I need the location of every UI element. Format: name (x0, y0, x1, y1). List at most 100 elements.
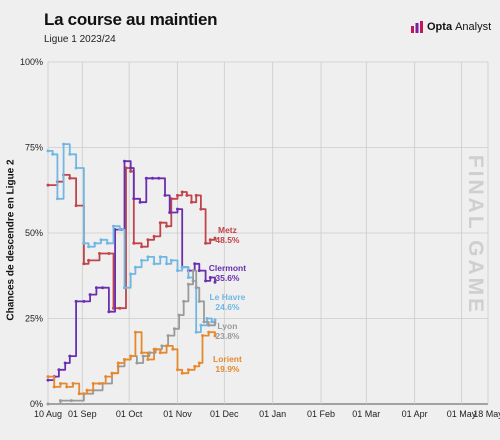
data-point (144, 176, 148, 180)
data-point (46, 149, 50, 153)
data-point (46, 378, 50, 382)
data-point (63, 361, 67, 365)
data-point (194, 286, 198, 290)
data-point (129, 354, 133, 358)
data-point (57, 368, 61, 372)
data-point (71, 382, 75, 385)
data-point (129, 169, 133, 173)
data-point (176, 368, 179, 372)
data-point (105, 241, 109, 245)
data-point (208, 238, 212, 242)
y-tick-label: 0% (30, 399, 43, 409)
data-point (123, 358, 126, 361)
opta-analyst-logo-icon (411, 21, 423, 33)
data-point (52, 385, 56, 389)
data-point (129, 272, 133, 276)
series-value-label: 48.5% (215, 235, 240, 245)
data-point (68, 176, 72, 180)
data-point (132, 197, 136, 201)
data-point (205, 317, 209, 320)
y-tick-label: 25% (25, 314, 43, 324)
data-point (213, 318, 217, 322)
chart-title: La course au maintien (44, 10, 218, 29)
data-point (46, 183, 50, 187)
data-point (55, 197, 59, 201)
series-name-label: Clermont (209, 263, 246, 273)
data-point (172, 327, 176, 331)
brand-name-rest: Analyst (455, 21, 492, 33)
data-point (182, 299, 186, 303)
data-point (171, 347, 175, 351)
data-point (46, 375, 50, 379)
data-point (132, 241, 136, 245)
data-point (176, 193, 179, 197)
x-tick-label: 18 May (473, 409, 500, 419)
data-point (118, 228, 122, 232)
data-point (133, 265, 137, 269)
data-point (123, 159, 126, 163)
data-point (99, 238, 103, 242)
data-point (186, 368, 190, 372)
data-point (46, 402, 50, 406)
data-point (208, 276, 212, 279)
data-point (202, 320, 206, 324)
data-point (169, 258, 173, 262)
data-point (213, 321, 217, 325)
x-tick-label: 01 May (447, 409, 477, 419)
data-point (163, 193, 167, 197)
data-point (185, 193, 189, 197)
data-point (160, 344, 164, 348)
data-point (91, 382, 95, 385)
data-point (68, 354, 72, 358)
data-point (107, 252, 111, 255)
x-tick-label: 01 Apr (402, 409, 428, 419)
data-point (135, 361, 139, 365)
data-point (152, 262, 156, 266)
series-value-label: 19.9% (215, 364, 240, 374)
data-point (65, 385, 69, 389)
data-point (165, 262, 169, 266)
series-value-label: 35.6% (215, 273, 240, 283)
data-point (158, 351, 162, 355)
data-point (101, 286, 105, 290)
x-tick-label: 01 Sep (68, 409, 97, 419)
data-point (197, 361, 201, 365)
data-point (204, 241, 208, 245)
data-point (129, 166, 133, 170)
x-tick-label: 01 Oct (116, 409, 143, 419)
data-point (168, 211, 172, 214)
data-point (85, 388, 89, 392)
data-point (176, 269, 179, 273)
y-tick-label: 50% (25, 228, 43, 238)
data-point (180, 190, 184, 194)
chart-subtitle: Ligue 1 2023/24 (44, 34, 116, 45)
data-point (177, 313, 181, 317)
brand-name-bold: Opta (427, 21, 453, 33)
data-point (140, 245, 144, 249)
series-name-label: Lorient (213, 354, 242, 364)
data-point (158, 255, 162, 259)
series-line-lorient (48, 331, 216, 395)
data-point (82, 262, 86, 266)
data-point (69, 399, 73, 403)
data-point (146, 358, 150, 361)
data-point (213, 280, 217, 284)
data-point (201, 334, 204, 338)
data-point (94, 286, 98, 290)
data-point (191, 269, 195, 273)
data-point (68, 152, 72, 156)
data-point (110, 371, 114, 375)
y-tick-label: 100% (20, 57, 43, 67)
data-point (197, 299, 201, 303)
data-point (213, 236, 217, 240)
data-point (165, 344, 169, 348)
series-name-label: Metz (218, 225, 237, 235)
data-point (116, 361, 120, 365)
data-point (107, 310, 111, 314)
data-point (59, 382, 62, 385)
data-point (193, 262, 197, 266)
data-point (87, 258, 91, 262)
data-point (199, 207, 203, 211)
series-name-label: Le Havre (209, 292, 245, 302)
